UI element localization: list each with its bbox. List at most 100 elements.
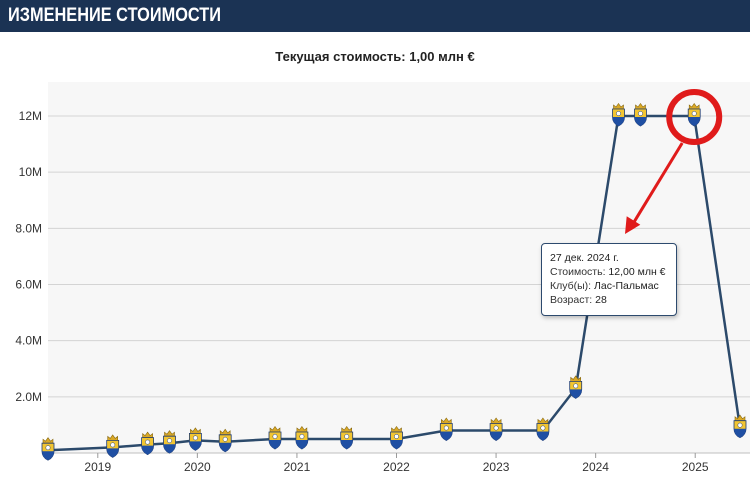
crest-lower bbox=[634, 117, 647, 126]
club-crest-icon bbox=[340, 425, 354, 450]
crest-crown bbox=[440, 417, 452, 424]
crest-crown bbox=[613, 102, 624, 110]
crest-crown bbox=[537, 417, 549, 424]
crest-emblem bbox=[299, 434, 305, 439]
crest-lower bbox=[189, 441, 202, 451]
highlight-arrow-head bbox=[625, 216, 641, 234]
club-crest-icon bbox=[141, 431, 155, 456]
crest-lower bbox=[269, 440, 281, 449]
y-tick-label: 2.0M bbox=[15, 390, 42, 404]
y-tick-label: 6.0M bbox=[15, 278, 42, 292]
crest-emblem bbox=[344, 434, 350, 439]
y-tick-label: 12M bbox=[19, 109, 42, 123]
club-crest-icon bbox=[569, 375, 583, 399]
club-crest-icon bbox=[634, 102, 647, 127]
crest-lower bbox=[688, 117, 701, 126]
crest-crown bbox=[142, 431, 153, 438]
club-crest-icon bbox=[489, 417, 503, 441]
tooltip-age: 28 bbox=[595, 294, 607, 306]
club-crest-icon bbox=[390, 425, 403, 450]
crest-lower bbox=[734, 428, 746, 438]
crest-crown bbox=[688, 102, 700, 110]
highlight-circle bbox=[666, 89, 723, 145]
crest-lower bbox=[163, 444, 176, 454]
club-crest-icon bbox=[536, 417, 550, 441]
crest-lower bbox=[569, 389, 582, 399]
tooltip-value-row: Стоимость: 12,00 млн € bbox=[550, 265, 668, 279]
crest-emblem bbox=[638, 111, 643, 116]
crest-crown bbox=[219, 428, 231, 436]
club-crest-icon bbox=[163, 430, 176, 454]
tooltip-date: 27 дек. 2024 г. bbox=[550, 252, 619, 264]
crest-lower bbox=[219, 442, 232, 452]
crest-emblem bbox=[737, 422, 743, 428]
crest-emblem bbox=[493, 425, 499, 431]
crest-emblem bbox=[192, 435, 198, 441]
club-crest-icon bbox=[218, 428, 232, 453]
crest-emblem bbox=[110, 442, 116, 448]
crest-lower bbox=[490, 431, 503, 441]
current-value-subtitle: Текущая стоимость: 1,00 млн € bbox=[275, 49, 475, 64]
tooltip-club-row: Клуб(ы): Лас-Пальмас bbox=[550, 279, 668, 293]
club-crest-icon bbox=[687, 102, 701, 127]
crest-lower bbox=[141, 445, 154, 455]
x-tick-label: 2019 bbox=[84, 460, 111, 474]
crest-emblem bbox=[222, 436, 228, 442]
club-crest-icon bbox=[268, 425, 282, 450]
tooltip-value: 12,00 млн € bbox=[608, 266, 666, 278]
crest-emblem bbox=[540, 425, 546, 431]
crest-crown bbox=[391, 425, 402, 433]
club-crest-icon bbox=[612, 102, 625, 127]
tooltip-club: Лас-Пальмас bbox=[594, 280, 659, 292]
x-tick-label: 2023 bbox=[483, 460, 510, 474]
crest-crown bbox=[164, 430, 175, 437]
crest-emblem bbox=[145, 439, 151, 445]
crest-emblem bbox=[394, 434, 399, 439]
club-crest-icon bbox=[41, 437, 55, 461]
crest-lower bbox=[536, 431, 549, 441]
club-crest-icon bbox=[295, 425, 309, 450]
crest-crown bbox=[341, 425, 353, 433]
crest-crown bbox=[734, 414, 746, 422]
x-tick-label: 2025 bbox=[682, 460, 709, 474]
crest-crown bbox=[296, 425, 308, 433]
section-header: ИЗМЕНЕНИЕ СТОИМОСТИ bbox=[0, 0, 750, 32]
crest-emblem bbox=[272, 434, 278, 439]
crest-emblem bbox=[616, 111, 621, 116]
crest-crown bbox=[635, 102, 646, 110]
crest-lower bbox=[390, 440, 403, 449]
tooltip-age-row: Возраст: 28 bbox=[550, 293, 668, 307]
x-tick-label: 2020 bbox=[184, 460, 211, 474]
crest-crown bbox=[190, 427, 201, 434]
y-tick-label: 8.0M bbox=[15, 221, 42, 235]
crest-crown bbox=[107, 434, 118, 441]
section-title: ИЗМЕНЕНИЕ СТОИМОСТИ bbox=[8, 5, 222, 26]
crest-emblem bbox=[573, 383, 579, 389]
crest-lower bbox=[440, 431, 453, 441]
club-crest-icon bbox=[106, 434, 120, 458]
crest-crown bbox=[570, 375, 582, 382]
crest-lower bbox=[295, 440, 308, 449]
crest-crown bbox=[490, 417, 502, 424]
crest-emblem bbox=[691, 111, 697, 116]
crest-lower bbox=[106, 448, 119, 458]
crest-emblem bbox=[443, 425, 449, 431]
x-tick-label: 2022 bbox=[383, 460, 410, 474]
crest-lower bbox=[42, 451, 54, 461]
club-crest-icon bbox=[733, 414, 747, 439]
tooltip-age-label: Возраст: bbox=[550, 294, 593, 306]
y-tick-label: 4.0M bbox=[15, 334, 42, 348]
chart-tooltip: 27 дек. 2024 г. Стоимость: 12,00 млн € К… bbox=[541, 243, 677, 316]
crest-lower bbox=[340, 440, 353, 449]
x-tick-label: 2024 bbox=[582, 460, 609, 474]
tooltip-club-label: Клуб(ы): bbox=[550, 280, 592, 292]
crest-lower bbox=[612, 117, 625, 126]
y-tick-label: 10M bbox=[19, 165, 42, 179]
crest-crown bbox=[269, 425, 281, 433]
tooltip-value-label: Стоимость: bbox=[550, 266, 606, 278]
crest-emblem bbox=[167, 438, 172, 444]
crest-crown bbox=[42, 437, 54, 444]
club-crest-icon bbox=[439, 417, 453, 441]
